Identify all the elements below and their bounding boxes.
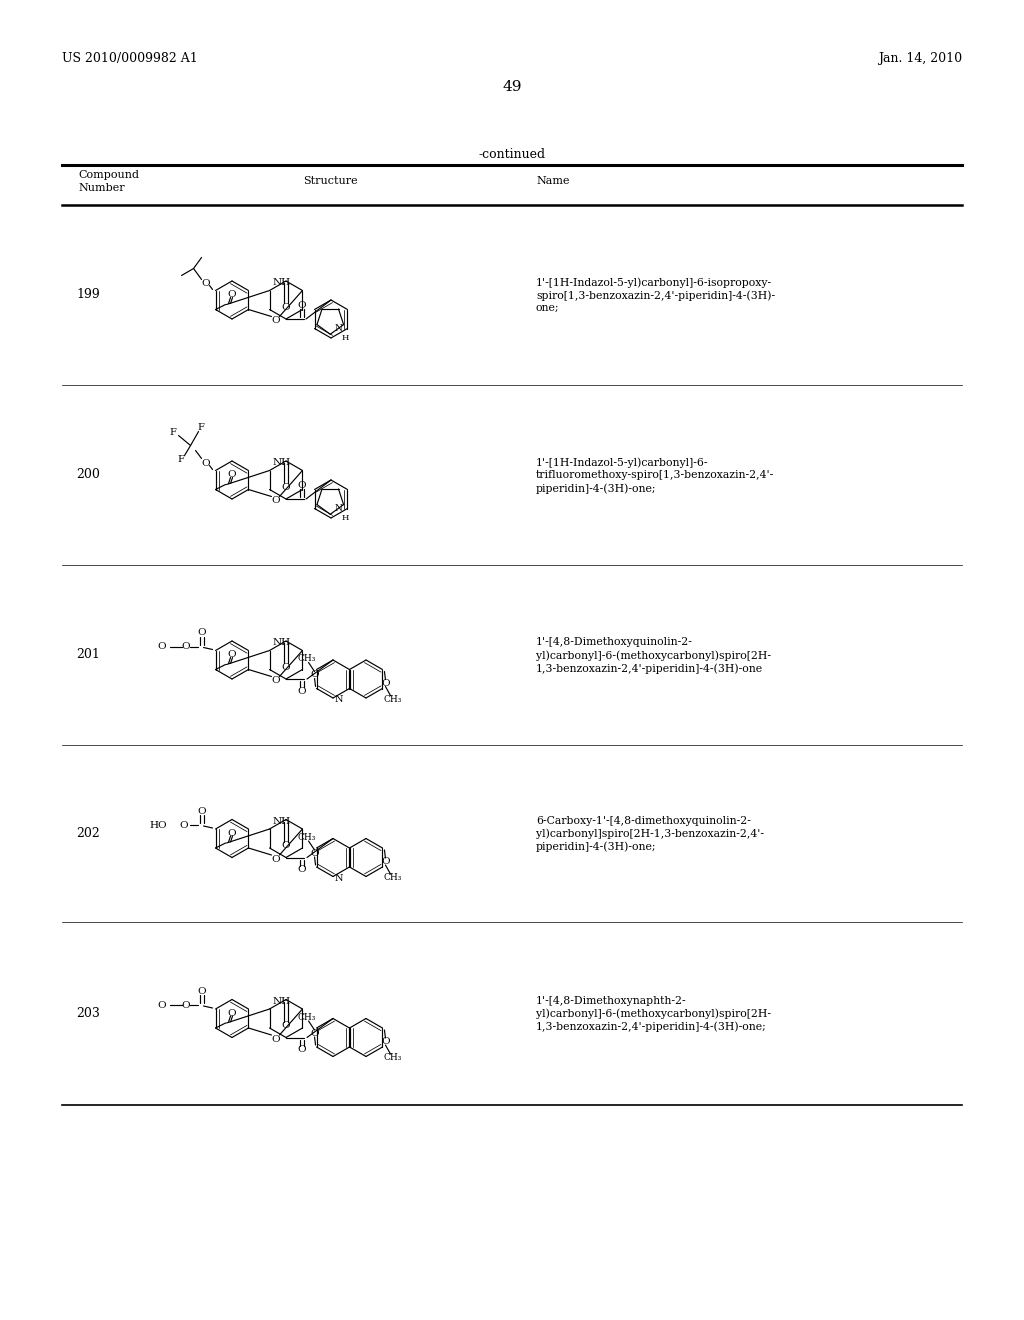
Text: CH₃: CH₃ [297,1012,315,1022]
Text: O: O [310,671,318,678]
Text: CH₃: CH₃ [383,1053,401,1063]
Text: 49: 49 [502,81,522,94]
Text: O: O [202,279,210,288]
Text: CH₃: CH₃ [297,653,315,663]
Text: trifluoromethoxy-spiro[1,3-benzoxazin-2,4'-: trifluoromethoxy-spiro[1,3-benzoxazin-2,… [536,470,774,480]
Text: 1,3-benzoxazin-2,4'-piperidin]-4-(3H)-one;: 1,3-benzoxazin-2,4'-piperidin]-4-(3H)-on… [536,1022,767,1032]
Text: 203: 203 [76,1007,100,1020]
Text: O: O [202,459,210,469]
Text: O: O [198,986,206,995]
Text: F: F [197,422,204,432]
Text: O: O [298,480,306,490]
Text: 6-Carboxy-1'-[4,8-dimethoxyquinolin-2-: 6-Carboxy-1'-[4,8-dimethoxyquinolin-2- [536,816,751,825]
Text: yl)carbonyl]-6-(methoxycarbonyl)spiro[2H-: yl)carbonyl]-6-(methoxycarbonyl)spiro[2H… [536,1008,771,1019]
Text: O: O [298,1045,306,1053]
Text: O: O [271,676,280,685]
Text: NH: NH [272,997,291,1006]
Text: O: O [298,686,306,696]
Text: O: O [227,470,236,479]
Text: O: O [198,807,206,816]
Text: CH₃: CH₃ [383,696,401,704]
Text: CH₃: CH₃ [383,874,401,883]
Text: O: O [381,858,390,866]
Text: spiro[1,3-benzoxazin-2,4'-piperidin]-4-(3H)-: spiro[1,3-benzoxazin-2,4'-piperidin]-4-(… [536,290,775,301]
Text: Jan. 14, 2010: Jan. 14, 2010 [878,51,962,65]
Text: O: O [157,642,166,651]
Text: 200: 200 [76,469,100,482]
Text: O: O [271,315,280,325]
Text: piperidin]-4-(3H)-one;: piperidin]-4-(3H)-one; [536,483,656,494]
Text: NH: NH [272,817,291,825]
Text: O: O [179,821,187,829]
Text: O: O [298,301,306,309]
Text: N: N [335,696,343,705]
Text: piperidin]-4-(3H)-one;: piperidin]-4-(3H)-one; [536,842,656,853]
Text: F: F [169,428,176,437]
Text: 1'-[1H-Indazol-5-yl)carbonyl]-6-isopropoxy-: 1'-[1H-Indazol-5-yl)carbonyl]-6-isopropo… [536,277,772,288]
Text: 1'-[4,8-Dimethoxynaphth-2-: 1'-[4,8-Dimethoxynaphth-2- [536,995,687,1006]
Text: 199: 199 [76,289,100,301]
Text: Name: Name [536,176,569,186]
Text: N: N [335,874,343,883]
Text: CH₃: CH₃ [297,833,315,842]
Text: O: O [381,678,390,688]
Text: O: O [310,849,318,858]
Text: O: O [157,1001,166,1010]
Text: O: O [271,854,280,863]
Text: O: O [381,1038,390,1047]
Text: yl)carbonyl]-6-(methoxycarbonyl)spiro[2H-: yl)carbonyl]-6-(methoxycarbonyl)spiro[2H… [536,649,771,660]
Text: H: H [342,334,349,342]
Text: O: O [282,841,291,850]
Text: Structure: Structure [303,176,357,186]
Text: NH: NH [272,279,291,286]
Text: O: O [181,642,189,651]
Text: O: O [282,483,291,491]
Text: 202: 202 [76,828,100,840]
Text: O: O [271,496,280,506]
Text: US 2010/0009982 A1: US 2010/0009982 A1 [62,51,198,65]
Text: O: O [227,649,236,659]
Text: 201: 201 [76,648,100,661]
Text: N: N [334,504,342,512]
Text: O: O [282,663,291,672]
Text: Compound: Compound [78,170,139,180]
Text: O: O [282,1020,291,1030]
Text: NH: NH [272,458,291,467]
Text: O: O [310,1028,318,1038]
Text: O: O [198,628,206,638]
Text: O: O [227,1008,236,1018]
Text: O: O [298,865,306,874]
Text: -continued: -continued [478,148,546,161]
Text: H: H [342,515,349,523]
Text: 1'-[1H-Indazol-5-yl)carbonyl]-6-: 1'-[1H-Indazol-5-yl)carbonyl]-6- [536,457,709,467]
Text: O: O [282,302,291,312]
Text: O: O [227,829,236,837]
Text: NH: NH [272,638,291,647]
Text: one;: one; [536,304,559,313]
Text: O: O [271,1035,280,1044]
Text: F: F [177,455,184,465]
Text: yl)carbonyl]spiro[2H-1,3-benzoxazin-2,4'-: yl)carbonyl]spiro[2H-1,3-benzoxazin-2,4'… [536,829,764,840]
Text: O: O [227,290,236,300]
Text: 1'-[4,8-Dimethoxyquinolin-2-: 1'-[4,8-Dimethoxyquinolin-2- [536,638,693,647]
Text: N: N [334,323,342,333]
Text: 1,3-benzoxazin-2,4'-piperidin]-4-(3H)-one: 1,3-benzoxazin-2,4'-piperidin]-4-(3H)-on… [536,663,763,673]
Text: O: O [181,1001,189,1010]
Text: HO: HO [150,821,168,829]
Text: Number: Number [78,183,125,193]
